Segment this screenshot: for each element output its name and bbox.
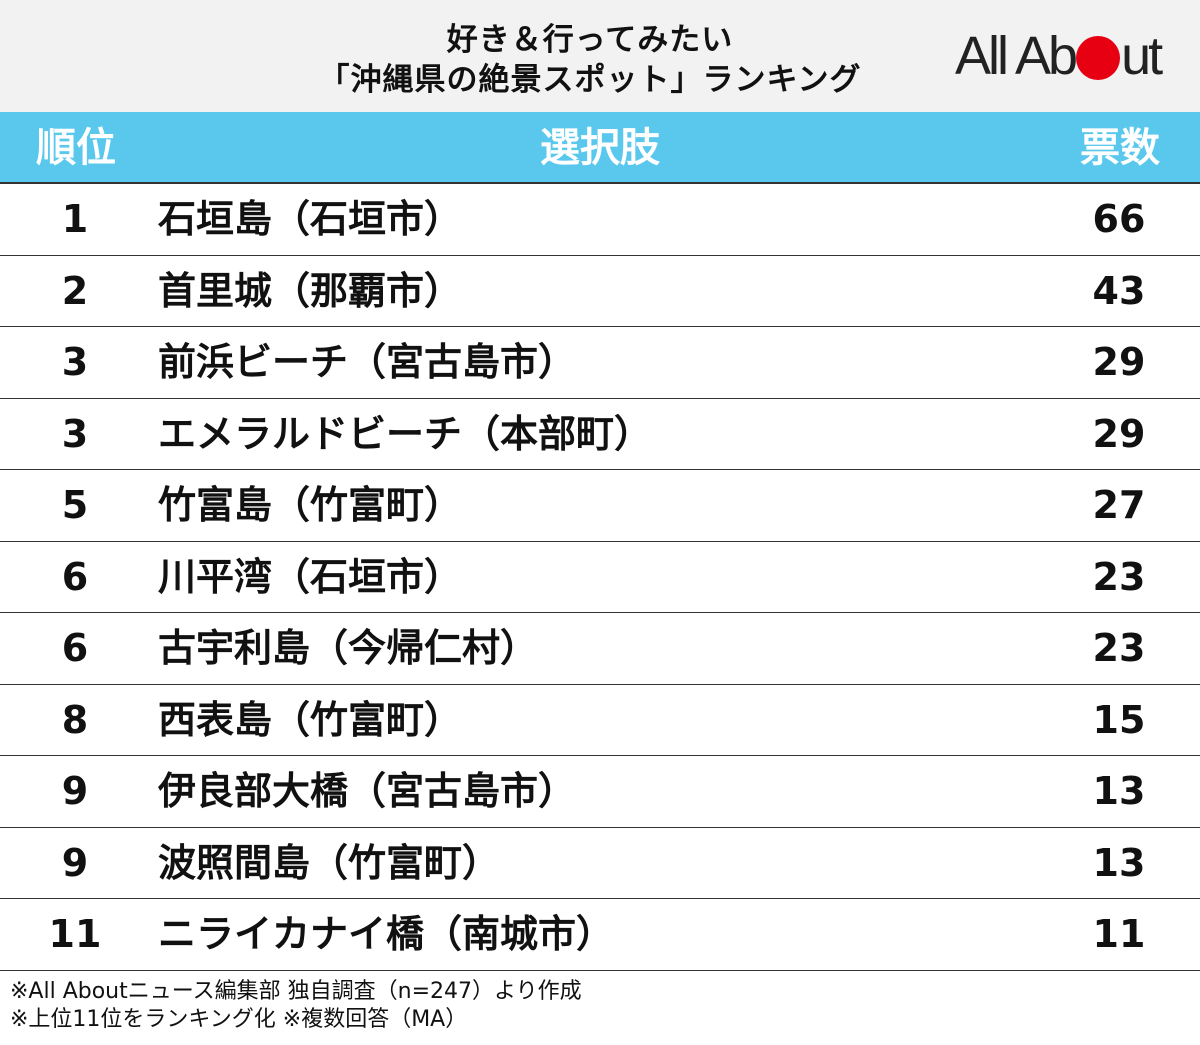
table-row: 3 エメラルドビーチ（本部町） 29 [0, 399, 1200, 470]
choice-cell: ニライカナイ橋（南城市） [158, 912, 615, 956]
table-row: 11 ニライカナイ橋（南城市） 11 [0, 899, 1200, 971]
choice-cell: 川平湾（石垣市） [158, 554, 463, 599]
choice-cell: 古宇利島（今帰仁村） [158, 626, 539, 670]
title-header: 好き＆行ってみたい 「沖縄県の絶景スポット」ランキング All Ab ut [0, 0, 1200, 112]
votes-cell: 29 [1092, 411, 1146, 456]
rank-cell: 11 [48, 912, 102, 956]
table-row: 9 伊良部大橋（宮古島市） 13 [0, 756, 1200, 828]
votes-cell: 15 [1092, 697, 1146, 742]
footnotes: ※All Aboutニュース編集部 独自調査（n=247）より作成 ※上位11位… [10, 978, 582, 1034]
column-header-votes: 票数 [1080, 125, 1160, 171]
votes-cell: 29 [1092, 340, 1146, 384]
choice-cell: 首里城（那覇市） [158, 268, 463, 313]
votes-cell: 27 [1092, 483, 1146, 527]
table-row: 3 前浜ビーチ（宮古島市） 29 [0, 327, 1200, 399]
choice-cell: 波照間島（竹富町） [158, 840, 501, 885]
rank-cell: 2 [61, 268, 89, 313]
column-header-choice: 選択肢 [540, 125, 660, 171]
table-row: 5 竹富島（竹富町） 27 [0, 470, 1200, 542]
choice-cell: 西表島（竹富町） [158, 697, 463, 742]
rank-cell: 8 [61, 697, 89, 742]
votes-cell: 43 [1092, 268, 1146, 313]
votes-cell: 13 [1092, 840, 1146, 885]
votes-cell: 11 [1092, 912, 1146, 956]
votes-cell: 66 [1092, 197, 1146, 241]
chart-title-line1: 好き＆行ってみたい [446, 22, 734, 58]
logo-text-part1: All Ab [955, 26, 1078, 86]
table-row: 6 川平湾（石垣市） 23 [0, 542, 1200, 613]
table-row: 6 古宇利島（今帰仁村） 23 [0, 613, 1200, 685]
votes-cell: 23 [1092, 554, 1146, 599]
allabout-logo: All Ab ut [955, 24, 1163, 88]
table-row: 8 西表島（竹富町） 15 [0, 685, 1200, 756]
choice-cell: 石垣島（石垣市） [158, 197, 463, 241]
rank-cell: 3 [61, 411, 89, 456]
rank-cell: 6 [61, 626, 89, 670]
table-row: 1 石垣島（石垣市） 66 [0, 184, 1200, 256]
choice-cell: エメラルドビーチ（本部町） [158, 411, 653, 456]
votes-cell: 23 [1092, 626, 1146, 670]
choice-cell: 竹富島（竹富町） [158, 483, 463, 527]
rank-cell: 9 [61, 840, 89, 885]
table-header: 順位 選択肢 票数 [0, 112, 1200, 184]
ranking-table-body: 1 石垣島（石垣市） 66 2 首里城（那覇市） 43 3 前浜ビーチ（宮古島市） 29 3 エメラ… [0, 184, 1200, 971]
rank-cell: 9 [61, 769, 89, 813]
logo-text-part2: ut [1121, 26, 1163, 86]
choice-cell: 伊良部大橋（宮古島市） [158, 769, 577, 813]
table-row: 2 首里城（那覇市） 43 [0, 256, 1200, 327]
footnote-method: ※上位11位をランキング化 ※複数回答（MA） [10, 1007, 468, 1032]
votes-cell: 13 [1092, 769, 1146, 813]
rank-cell: 6 [61, 554, 89, 599]
chart-title-line2: 「沖縄県の絶景スポット」ランキング [318, 62, 862, 98]
table-row: 9 波照間島（竹富町） 13 [0, 828, 1200, 899]
rank-cell: 3 [61, 340, 89, 384]
logo-dot-icon [1076, 36, 1121, 80]
chart-title: 好き＆行ってみたい 「沖縄県の絶景スポット」ランキング [250, 20, 930, 100]
footnote-source: ※All Aboutニュース編集部 独自調査（n=247）より作成 [10, 979, 582, 1004]
choice-cell: 前浜ビーチ（宮古島市） [158, 340, 577, 384]
rank-cell: 1 [61, 197, 89, 241]
rank-cell: 5 [61, 483, 89, 527]
column-header-rank: 順位 [36, 125, 116, 171]
